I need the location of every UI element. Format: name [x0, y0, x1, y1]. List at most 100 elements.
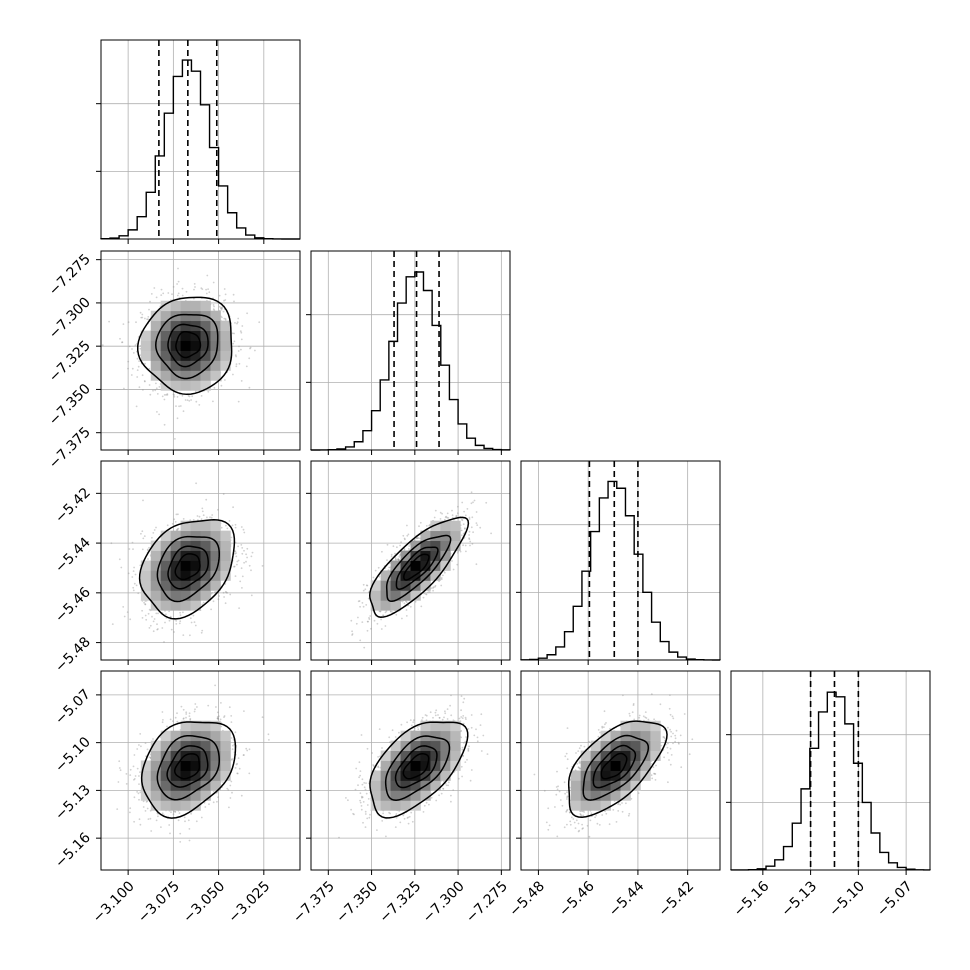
scatter-point [442, 574, 444, 577]
contour-level-2 [167, 323, 209, 368]
scatter-point [235, 552, 238, 554]
scatter-point [457, 505, 459, 508]
scatter-point [476, 524, 479, 526]
scatter-point [174, 716, 177, 719]
panel-frame [100, 250, 301, 451]
scatter-point [368, 618, 371, 620]
scatter-point [206, 516, 208, 519]
scatter-point [231, 791, 233, 794]
scatter-point [240, 526, 243, 528]
scatter-point [223, 596, 226, 598]
density-cell [190, 330, 201, 341]
scatter-point [144, 380, 146, 383]
density-cell [210, 580, 221, 591]
scatter-point [229, 797, 232, 799]
histogram-panel-3 [726, 670, 931, 875]
contour-level-0 [138, 519, 236, 620]
scatter-point [136, 369, 139, 371]
scatter-point [365, 604, 368, 606]
scatter-point [147, 316, 150, 318]
density-cell [410, 550, 421, 561]
contour-level-3 [403, 553, 430, 581]
density-cell [180, 530, 191, 541]
density-cell [200, 580, 211, 591]
scatter-point [368, 617, 370, 619]
density-cell [200, 370, 211, 381]
scatter-point [382, 614, 385, 617]
scatter-point [147, 549, 149, 552]
scatter-point [428, 524, 431, 527]
density-cell [190, 570, 201, 581]
scatter-point [167, 292, 170, 294]
scatter-point [233, 565, 235, 568]
scatter-point [367, 597, 370, 600]
density-cell [220, 320, 231, 331]
scatter-point [160, 294, 163, 296]
scatter-point [156, 411, 158, 413]
scatter-point [141, 313, 144, 316]
scatter-point [202, 601, 205, 604]
density-cell [160, 530, 172, 541]
density-cell [410, 590, 421, 601]
scatter-point [131, 576, 134, 578]
density-cell [170, 360, 181, 371]
scatter-point [211, 514, 214, 516]
scatter-point [446, 512, 449, 515]
scatter-point [178, 622, 181, 625]
density-panel-1-0 [96, 250, 301, 455]
density-panel-3-0 [96, 670, 301, 875]
scatter-point [138, 798, 140, 801]
scatter-point [237, 350, 240, 352]
scatter-point [140, 316, 143, 319]
scatter-point [380, 628, 383, 630]
scatter-point [224, 602, 227, 605]
scatter-point [140, 745, 142, 748]
scatter-point [208, 803, 210, 806]
scatter-point [463, 510, 465, 513]
scatter-point [224, 379, 226, 381]
scatter-point [189, 519, 192, 521]
density-cell [200, 330, 211, 341]
density-cell [190, 360, 201, 371]
scatter-point [425, 593, 428, 596]
scatter-point [466, 508, 469, 510]
density-cell [210, 310, 221, 322]
scatter-point [471, 516, 474, 519]
density-cell [390, 560, 401, 571]
scatter-point [182, 718, 185, 720]
scatter-point [213, 387, 216, 389]
scatter-point [420, 605, 423, 608]
scatter-point [127, 572, 130, 575]
scatter-point [236, 322, 238, 325]
scatter-point [209, 516, 211, 519]
scatter-point [147, 558, 149, 560]
scatter-point [155, 296, 158, 299]
scatter-point [101, 344, 104, 347]
scatter-point [417, 537, 420, 540]
scatter-point [472, 531, 474, 534]
density-cell [150, 310, 162, 322]
scatter-point [461, 518, 463, 521]
scatter-point [168, 610, 171, 613]
scatter-point [232, 506, 235, 509]
scatter-point [451, 560, 453, 562]
density-cell [400, 590, 411, 601]
scatter-point [245, 553, 248, 556]
scatter-point [462, 532, 465, 535]
density-cell [380, 590, 391, 601]
scatter-point [135, 584, 138, 587]
scatter-point [251, 551, 254, 554]
contour-level-1 [156, 535, 221, 603]
scatter-point [143, 601, 146, 604]
density-panel-2-0 [96, 460, 301, 665]
scatter-point [179, 614, 182, 617]
density-cell [370, 600, 382, 611]
scatter-point [152, 532, 155, 534]
scatter-point [141, 617, 144, 619]
scatter-point [195, 820, 198, 823]
scatter-point [190, 399, 193, 401]
scatter-point [185, 716, 187, 719]
scatter-point [212, 400, 214, 403]
scatter-point [248, 748, 251, 751]
scatter-point [220, 307, 222, 309]
